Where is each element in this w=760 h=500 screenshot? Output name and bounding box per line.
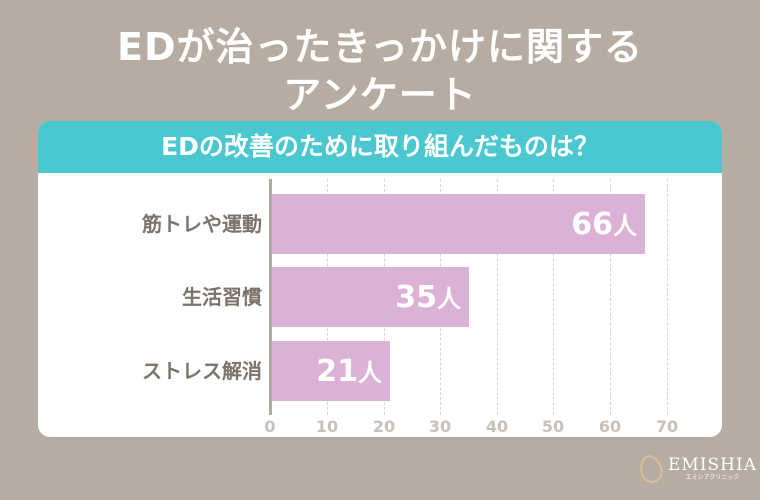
bar-chart: 筋トレや運動 生活習慣 ストレス解消 66人 35人 21人 0 10 20 3… [38, 173, 722, 437]
x-tick: 40 [485, 417, 509, 436]
page-title-line1: EDが治ったきっかけに関する [117, 25, 643, 69]
bar-value: 35人 [395, 280, 461, 315]
x-tick: 70 [655, 417, 679, 436]
gridline-50 [553, 179, 554, 415]
x-tick: 0 [264, 417, 276, 436]
category-label: ストレス解消 [142, 359, 262, 383]
brand-logo: EMISHIA エミシアクリニック [636, 452, 757, 486]
bar-stress-relief: 21人 [271, 341, 390, 401]
chart-card: EDの改善のために取り組んだものは？ 筋トレや運動 生活習慣 ストレス解消 66… [38, 121, 722, 437]
y-axis-line [269, 179, 272, 415]
category-label: 筋トレや運動 [142, 212, 262, 236]
page-title-line2: アンケート [283, 73, 477, 117]
brand-name: EMISHIA [668, 455, 757, 475]
bar-value: 66人 [571, 207, 637, 242]
brand-subtitle: エミシアクリニック [685, 474, 740, 481]
gridline-70 [667, 179, 668, 415]
x-tick: 60 [598, 417, 622, 436]
x-tick: 50 [541, 417, 565, 436]
bar-lifestyle: 35人 [271, 267, 469, 327]
x-tick: 10 [315, 417, 339, 436]
gridline-60 [610, 179, 611, 415]
bar-muscle-training: 66人 [271, 194, 645, 254]
gridline-40 [497, 179, 498, 415]
category-label: 生活習慣 [182, 285, 262, 309]
x-tick: 20 [372, 417, 396, 436]
chart-question: EDの改善のために取り組んだものは？ [38, 121, 722, 173]
x-tick: 30 [428, 417, 452, 436]
leaf-logo-icon [636, 452, 666, 486]
bar-value: 21人 [316, 354, 382, 389]
